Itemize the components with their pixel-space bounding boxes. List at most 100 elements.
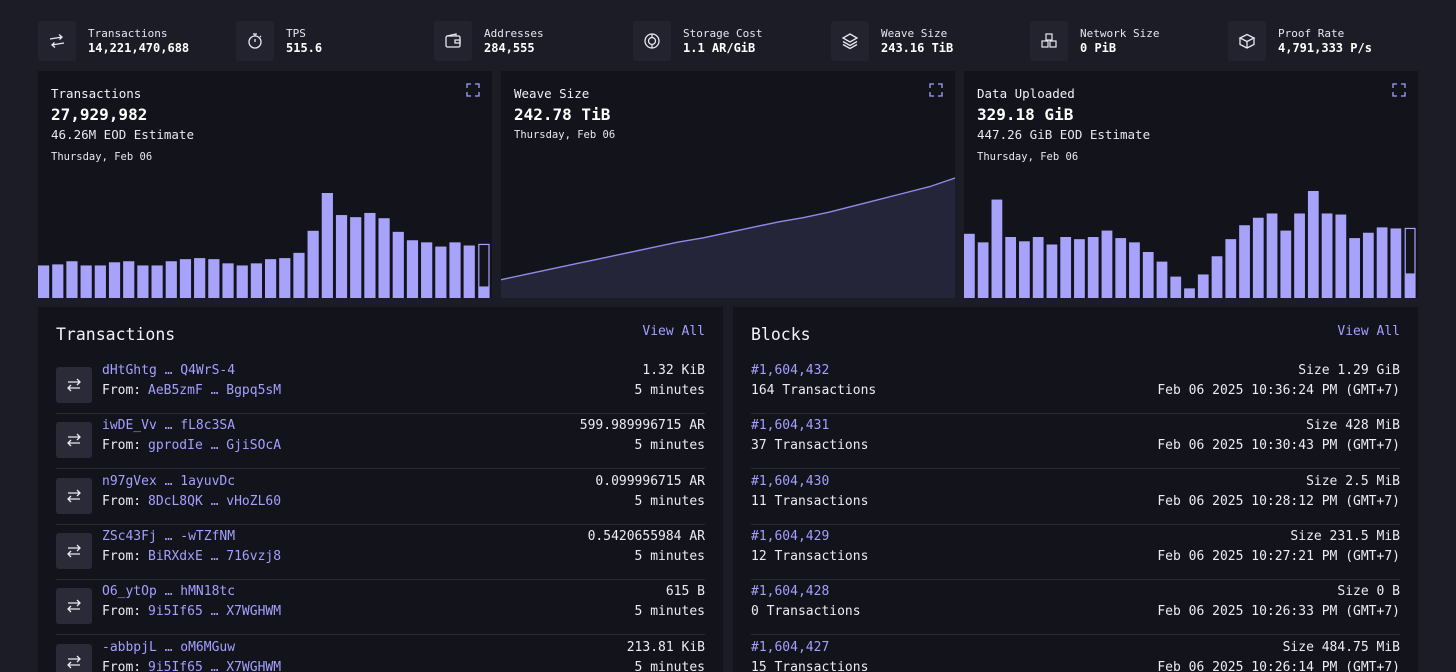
bar[interactable] — [52, 264, 64, 298]
transaction-id-link[interactable]: O6_ytOp … hMN18tc — [102, 584, 236, 600]
bar[interactable] — [378, 218, 390, 298]
bar[interactable] — [1156, 261, 1168, 298]
transaction-row[interactable]: n97gVex … 1ayuvDc From: 8DcL8QK … vHoZL60 0… — [56, 470, 705, 525]
bar[interactable] — [1362, 232, 1374, 298]
bar[interactable] — [293, 252, 305, 298]
block-row[interactable]: #1,604,432 164 Transactions Size 1.29 GiB F… — [751, 359, 1400, 414]
bar[interactable] — [1046, 244, 1058, 299]
transaction-row[interactable]: ZSc43Fj … -wTZfNM From: BiRXdxE … 716vzj8 0… — [56, 525, 705, 580]
bar[interactable] — [1266, 213, 1278, 298]
bar[interactable] — [1349, 238, 1360, 298]
expand-icon[interactable] — [1392, 83, 1406, 97]
bar[interactable] — [1101, 230, 1113, 298]
bar[interactable] — [1405, 273, 1415, 298]
bar[interactable] — [1335, 214, 1347, 298]
bar[interactable] — [1115, 238, 1127, 298]
bar[interactable] — [1032, 237, 1044, 298]
transaction-row[interactable]: O6_ytOp … hMN18tc From: 9i5If65 … X7WGHWM 6… — [56, 580, 705, 636]
bar[interactable] — [463, 245, 475, 299]
bar[interactable] — [478, 286, 489, 298]
bar[interactable] — [364, 212, 376, 298]
bar[interactable] — [38, 265, 50, 298]
bar[interactable] — [80, 265, 92, 298]
bar[interactable] — [279, 258, 291, 298]
bar[interactable] — [1060, 237, 1072, 298]
bar[interactable] — [137, 265, 149, 298]
weave-line[interactable] — [501, 177, 955, 281]
transaction-id-link[interactable]: dHtGhtg … Q4WrS-4 — [102, 363, 236, 378]
transaction-id-link[interactable]: -abbpjL … oM6MGuw — [102, 639, 236, 655]
bar[interactable] — [1184, 288, 1195, 298]
bar[interactable] — [179, 259, 192, 298]
blocks-view-all-link[interactable]: View All — [1337, 324, 1400, 339]
transaction-id-link[interactable]: iwDE_Vv … fL8c3SA — [102, 418, 236, 434]
block-height-link[interactable]: #1,604,427 — [751, 639, 830, 655]
bar[interactable] — [1280, 230, 1292, 298]
from-address-link[interactable]: AeB5zmF … Bgpq5sM — [148, 383, 282, 398]
transaction-id-link[interactable]: n97gVex … 1ayuvDc — [102, 473, 236, 489]
transaction-row[interactable]: dHtGhtg … Q4WrS-4 From: AeB5zmF … Bgpq5sM 1… — [56, 359, 705, 414]
bar[interactable] — [1321, 213, 1333, 298]
bar[interactable] — [977, 242, 989, 298]
bar[interactable] — [449, 242, 461, 298]
bar[interactable] — [1307, 191, 1319, 298]
bar[interactable] — [435, 246, 447, 298]
block-height-link[interactable]: #1,604,432 — [751, 363, 830, 378]
transaction-id-link[interactable]: ZSc43Fj … -wTZfNM — [102, 528, 236, 544]
bar[interactable] — [335, 215, 348, 298]
bar[interactable] — [236, 265, 248, 298]
block-row[interactable]: #1,604,427 15 Transactions Size 484.75 MiB… — [751, 636, 1400, 672]
bar[interactable] — [1170, 276, 1182, 298]
bar[interactable] — [94, 265, 106, 298]
bar[interactable] — [1197, 274, 1209, 298]
bar[interactable] — [1390, 228, 1402, 298]
bar[interactable] — [1129, 242, 1140, 298]
bar[interactable] — [222, 263, 234, 298]
block-row[interactable]: #1,604,430 11 Transactions Size 2.5 MiB Feb… — [751, 470, 1400, 525]
from-address-link[interactable]: 9i5If65 … X7WGHWM — [148, 659, 282, 672]
bar[interactable] — [321, 193, 333, 298]
bar[interactable] — [991, 199, 1003, 298]
bar[interactable] — [1005, 237, 1017, 298]
transactions-view-all-link[interactable]: View All — [642, 324, 705, 339]
bar[interactable] — [151, 265, 163, 298]
transaction-row[interactable]: iwDE_Vv … fL8c3SA From: gprodIe … GjiSOcA 5… — [56, 414, 705, 470]
expand-icon[interactable] — [929, 83, 943, 97]
bar[interactable] — [123, 261, 135, 298]
from-address-link[interactable]: 8DcL8QK … vHoZL60 — [148, 493, 282, 509]
bar[interactable] — [1252, 217, 1264, 298]
bar[interactable] — [964, 233, 975, 298]
block-height-link[interactable]: #1,604,431 — [751, 418, 830, 434]
bar[interactable] — [406, 240, 419, 298]
bar[interactable] — [1211, 256, 1223, 298]
bar[interactable] — [108, 262, 121, 298]
bar[interactable] — [1074, 239, 1085, 298]
bar[interactable] — [265, 259, 277, 298]
bar[interactable] — [1294, 213, 1305, 298]
block-height-link[interactable]: #1,604,428 — [751, 584, 830, 600]
bar[interactable] — [1019, 241, 1030, 298]
from-address-link[interactable]: BiRXdxE … 716vzj8 — [148, 548, 282, 564]
bar[interactable] — [250, 263, 262, 298]
bar[interactable] — [307, 230, 319, 298]
bar[interactable] — [1087, 237, 1099, 298]
bar[interactable] — [421, 242, 433, 298]
bar[interactable] — [392, 231, 404, 298]
bar[interactable] — [1142, 251, 1154, 298]
transaction-row[interactable]: -abbpjL … oM6MGuw From: 9i5If65 … X7WGHWM 2… — [56, 636, 705, 672]
bar[interactable] — [1376, 227, 1388, 298]
from-address-link[interactable]: 9i5If65 … X7WGHWM — [148, 604, 282, 620]
bar[interactable] — [66, 261, 78, 298]
expand-icon[interactable] — [466, 83, 480, 97]
bar[interactable] — [194, 258, 206, 298]
bar[interactable] — [350, 217, 362, 298]
bar[interactable] — [208, 259, 220, 298]
bar[interactable] — [1239, 225, 1250, 298]
block-row[interactable]: #1,604,429 12 Transactions Size 231.5 MiB F… — [751, 525, 1400, 580]
block-row[interactable]: #1,604,428 0 Transactions Size 0 B Feb 06 2… — [751, 580, 1400, 636]
block-row[interactable]: #1,604,431 37 Transactions Size 428 MiB Feb… — [751, 414, 1400, 470]
block-height-link[interactable]: #1,604,430 — [751, 473, 830, 489]
block-height-link[interactable]: #1,604,429 — [751, 528, 830, 544]
bar[interactable] — [165, 261, 177, 298]
from-address-link[interactable]: gprodIe … GjiSOcA — [148, 438, 282, 454]
